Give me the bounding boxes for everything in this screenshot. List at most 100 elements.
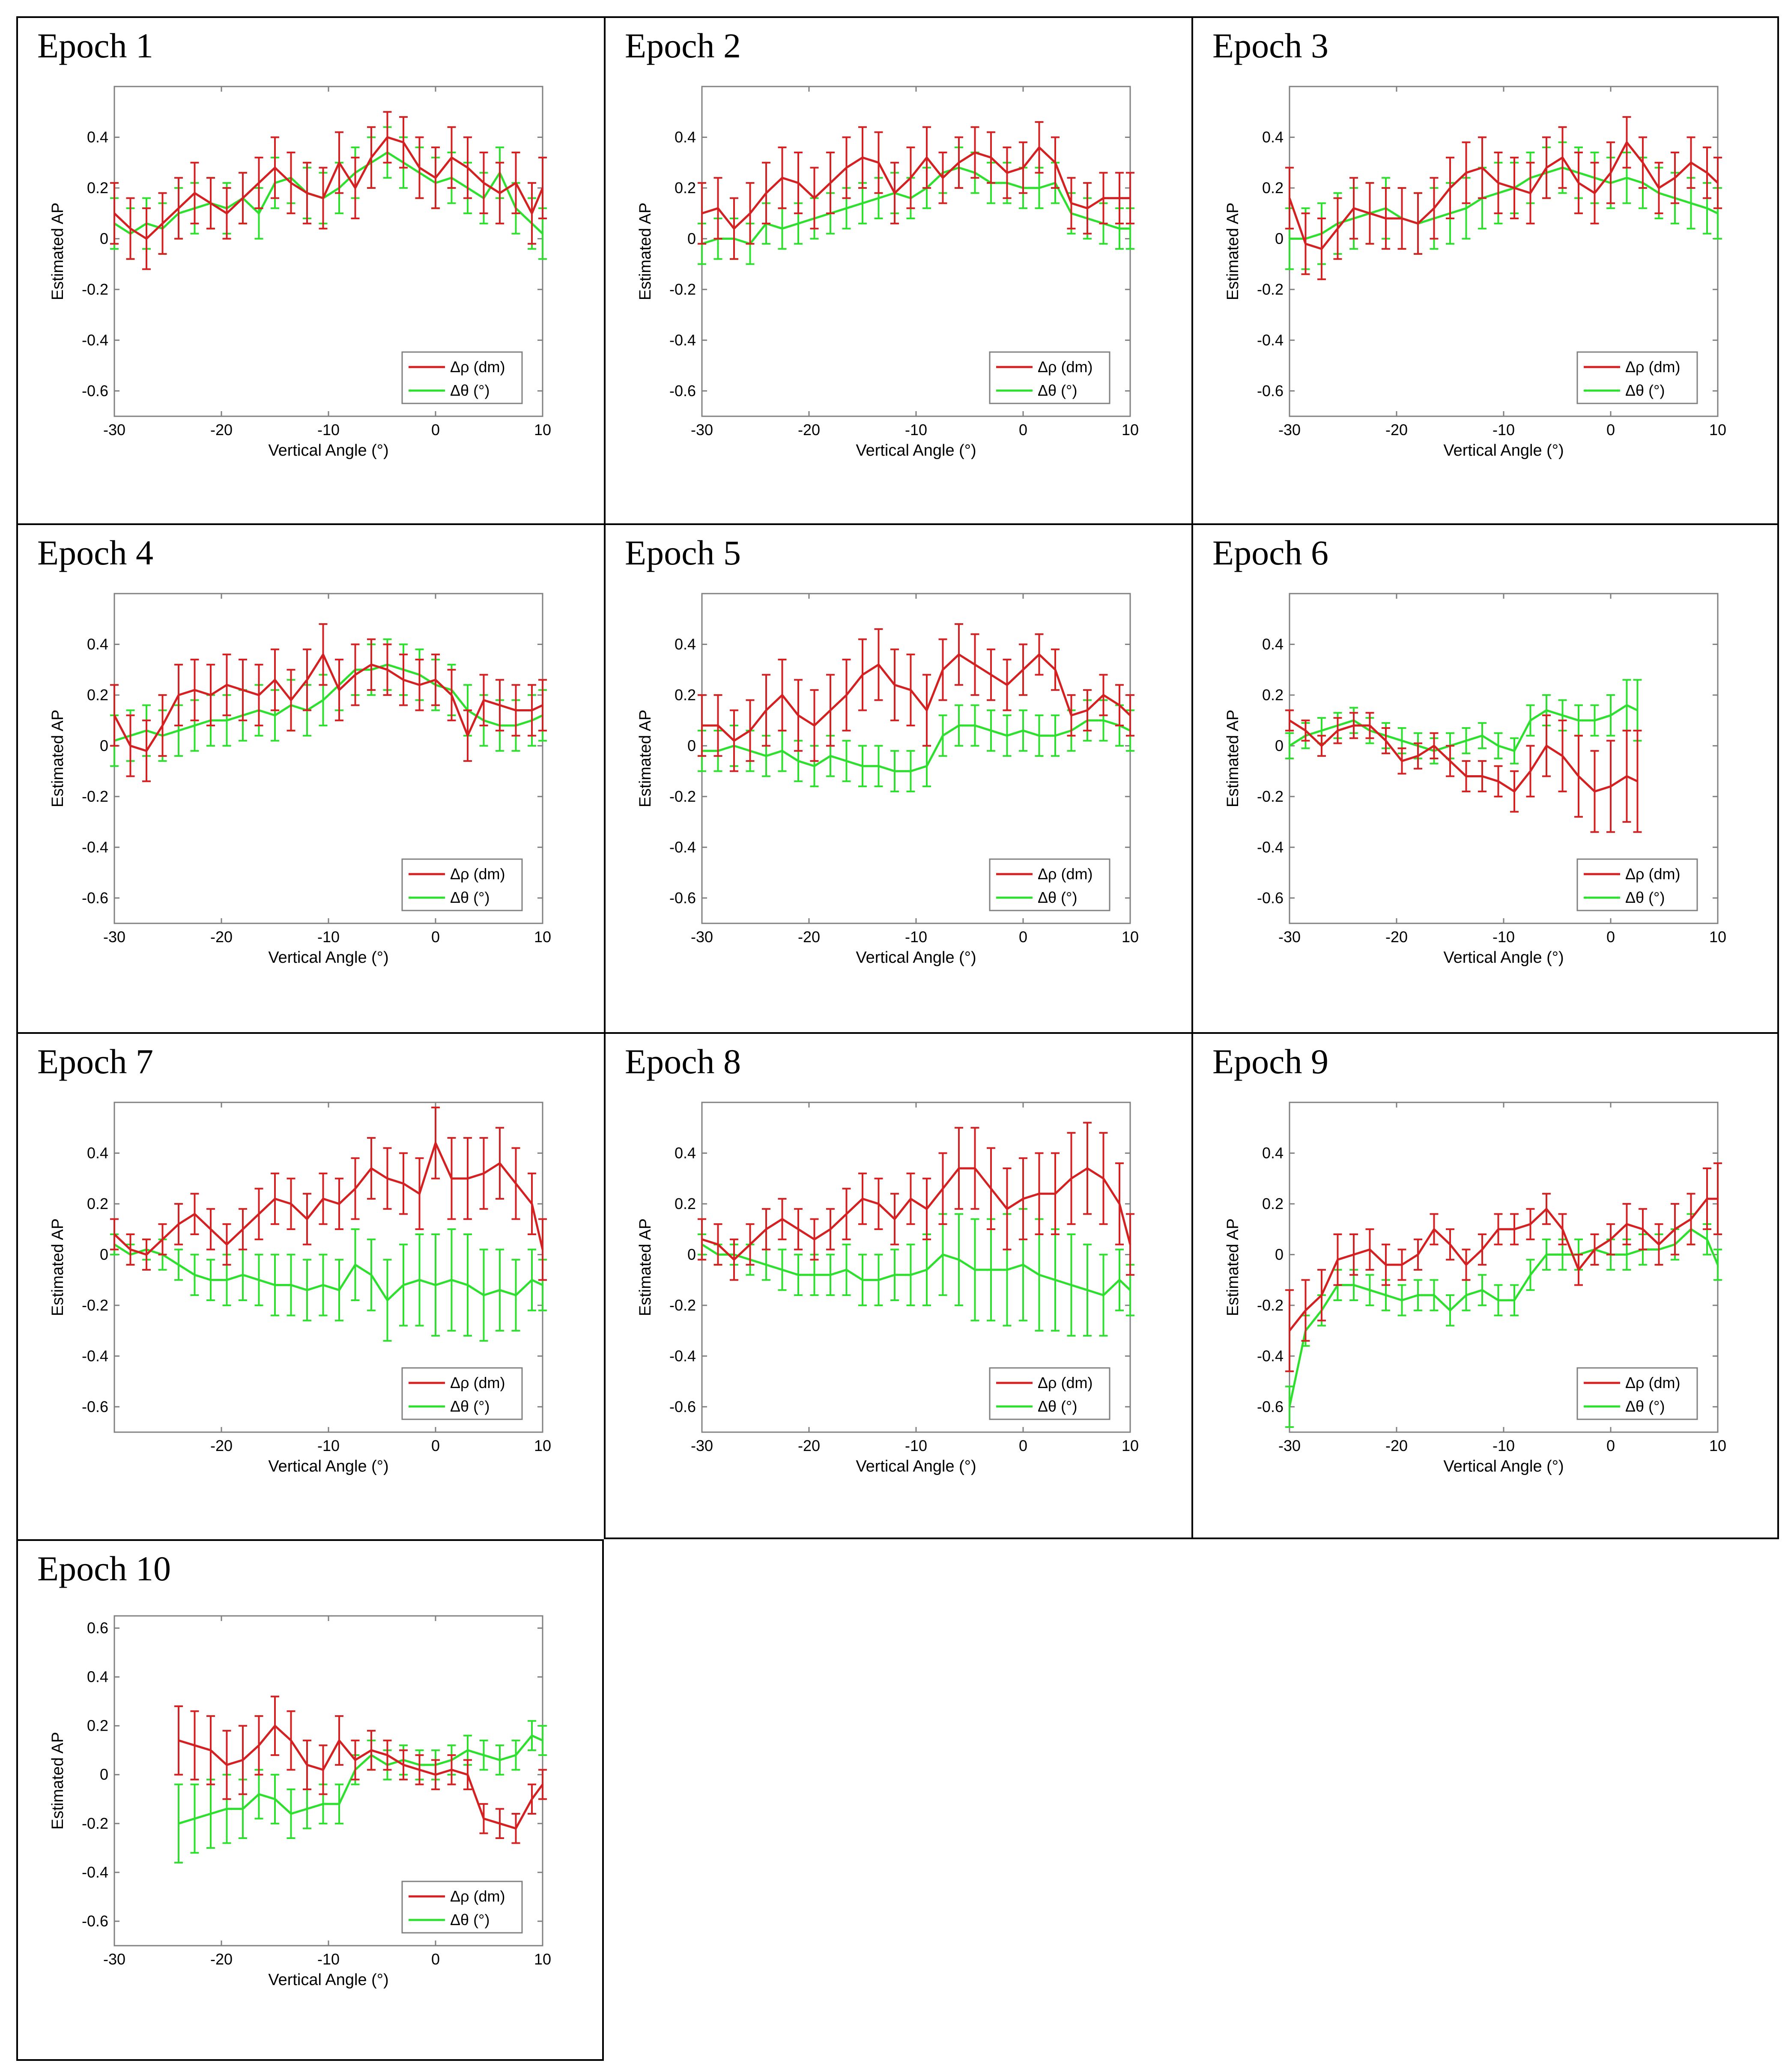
y-axis-label: Estimated AP [1224, 710, 1242, 807]
x-tick-label: -10 [1492, 1437, 1515, 1454]
epoch-title: Epoch 10 [37, 1549, 171, 1588]
x-axis-label: Vertical Angle (°) [1443, 949, 1564, 967]
x-tick-label: -20 [798, 1437, 820, 1454]
line-chart: -0.6 -0.4 -0.2 0 0.2 0.4 -30 -20 -10 0 10 Vertical … [636, 593, 1139, 967]
y-tick-label: 0 [100, 1766, 108, 1783]
y-tick-label: 0.2 [1262, 1195, 1284, 1212]
y-tick-label: -0.4 [669, 1347, 696, 1364]
y-tick-label: -0.4 [669, 331, 696, 349]
x-tick-label: 10 [1122, 1437, 1139, 1454]
series-delta-rho [698, 1122, 1134, 1281]
series-delta-rho [698, 623, 1134, 772]
y-axis-label: Estimated AP [1224, 203, 1242, 300]
y-tick-label: -0.2 [82, 1815, 108, 1832]
y-tick-label: -0.6 [82, 382, 108, 400]
x-tick-label: -20 [210, 1437, 233, 1454]
legend-box [989, 1367, 1110, 1420]
series-line [1288, 140, 1719, 250]
y-tick-label: 0 [1275, 1245, 1284, 1263]
y-tick-label: 0 [100, 737, 108, 754]
y-tick-label: -0.4 [1257, 1347, 1284, 1364]
legend-box [401, 858, 523, 911]
y-tick-label: 0.4 [87, 635, 108, 653]
series-line [702, 653, 1131, 742]
series-delta-rho [110, 111, 547, 270]
y-tick-label: -0.4 [1257, 331, 1284, 349]
legend: Δρ (dm) Δθ (°) [401, 351, 523, 404]
y-tick-label: 0.2 [675, 179, 696, 197]
y-axis-label: Estimated AP [636, 710, 654, 807]
legend-label: Δρ (dm) [1625, 358, 1681, 376]
legend-label: Δρ (dm) [450, 865, 505, 883]
x-tick-label: 0 [431, 1950, 440, 1968]
y-axis-label: Estimated AP [636, 1218, 654, 1316]
legend-label: Δρ (dm) [450, 1887, 505, 1905]
line-chart: -0.6 -0.4 -0.2 0 0.2 0.4 -30 -20 -10 0 10 Vertical … [1224, 86, 1726, 460]
series-delta-theta [110, 1228, 547, 1342]
line-chart: -0.6 -0.4 -0.2 0 0.2 0.4 -30 -20 -10 0 10 Vertical … [1224, 593, 1726, 967]
x-tick-label: 0 [1606, 1437, 1615, 1454]
x-tick-label: -10 [317, 421, 340, 439]
legend-label: Δθ (°) [1038, 382, 1077, 399]
epoch-cell: Epoch 7 -0.6 -0.4 -0.2 0 0.2 0.4 -20 -10 0 10 Verti… [16, 1032, 604, 1539]
x-tick-label: -30 [1278, 421, 1301, 439]
y-tick-label: -0.4 [82, 1347, 108, 1364]
y-tick-label: 0.4 [1262, 635, 1284, 653]
line-chart: -0.6 -0.4 -0.2 0 0.2 0.4 -30 -20 -10 0 10 Vertical … [1224, 1102, 1726, 1475]
series-delta-rho [1285, 116, 1722, 281]
epoch-cell: Epoch 8 -0.6 -0.4 -0.2 0 0.2 0.4 -30 -20 -10 0 10 Ve… [604, 1032, 1191, 1539]
legend-box [401, 1367, 523, 1420]
series-line [701, 1167, 1131, 1261]
epoch-title: Epoch 6 [1212, 533, 1328, 572]
x-axis-label: Vertical Angle (°) [856, 1457, 976, 1475]
x-tick-label: 0 [1019, 421, 1027, 439]
y-tick-label: -0.6 [1257, 1398, 1284, 1415]
legend-label: Δρ (dm) [1625, 865, 1681, 883]
x-tick-label: 0 [431, 421, 440, 439]
x-tick-label: -20 [798, 421, 820, 439]
legend: Δρ (dm) Δθ (°) [989, 858, 1110, 911]
x-tick-label: 10 [1709, 1437, 1726, 1454]
y-tick-label: -0.6 [82, 889, 108, 907]
y-tick-label: 0.4 [1262, 1144, 1284, 1161]
x-tick-label: -10 [905, 928, 927, 946]
y-tick-label: -0.6 [669, 382, 696, 400]
y-tick-label: 0.4 [87, 1668, 108, 1686]
y-tick-label: 0.2 [1262, 686, 1284, 704]
series-delta-rho [110, 1106, 547, 1281]
x-tick-label: -10 [1492, 928, 1515, 946]
series-line [178, 1724, 544, 1830]
series-line [113, 151, 543, 235]
series-delta-rho [110, 623, 547, 782]
y-tick-label: -0.4 [82, 331, 108, 349]
x-tick-label: 0 [1606, 421, 1615, 439]
y-tick-label: -0.4 [1257, 838, 1284, 856]
y-tick-label: -0.6 [669, 1398, 696, 1415]
y-tick-label: 0.4 [1262, 128, 1284, 146]
series-line [113, 136, 544, 240]
y-tick-label: 0.4 [675, 128, 696, 146]
y-tick-label: 0.2 [675, 1195, 696, 1212]
series-delta-rho [698, 121, 1134, 260]
y-axis-label: Estimated AP [49, 1218, 67, 1316]
legend-box [401, 1881, 523, 1934]
series-line [702, 719, 1131, 773]
legend: Δρ (dm) Δθ (°) [1576, 1367, 1698, 1420]
legend: Δρ (dm) Δθ (°) [989, 1367, 1110, 1420]
x-tick-label: -20 [210, 421, 233, 439]
legend-label: Δθ (°) [1038, 1397, 1077, 1415]
legend-label: Δρ (dm) [1625, 1374, 1681, 1391]
x-axis-label: Vertical Angle (°) [268, 1971, 388, 1989]
series-line [701, 166, 1130, 245]
y-tick-label: -0.2 [669, 281, 696, 298]
epoch-cell: Epoch 10 -0.6 -0.4 -0.2 0 0.2 0.4 0.6 -30 -20 -10 0… [16, 1539, 604, 2061]
y-tick-label: 0 [1275, 737, 1284, 754]
legend-label: Δρ (dm) [450, 1374, 505, 1391]
epoch-title: Epoch 1 [37, 26, 153, 65]
epoch-title: Epoch 8 [625, 1042, 741, 1081]
x-tick-label: 0 [431, 928, 440, 946]
x-axis-label: Vertical Angle (°) [268, 1457, 388, 1475]
legend: Δρ (dm) Δθ (°) [1576, 351, 1698, 404]
y-tick-label: -0.2 [82, 788, 108, 805]
